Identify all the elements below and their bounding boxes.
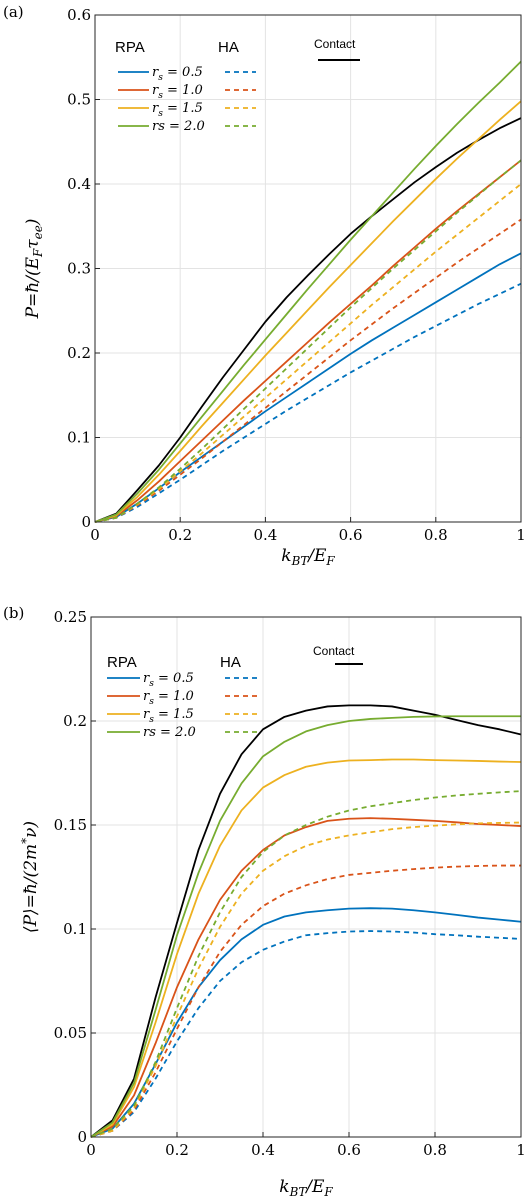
panel-b-ytick-label: 0 (77, 1128, 87, 1146)
panel-b-legend-rpa-header: RPA (107, 654, 137, 671)
panel-b-ytick-label: 0.2 (63, 712, 87, 730)
panel-b-series-ha-8 (90, 790, 522, 1138)
panel-b-legend-ha-header: HA (220, 654, 241, 671)
panel-b-legend-label: rs = 1.5 (143, 707, 194, 725)
panel-b-ytick-label: 0.15 (54, 816, 87, 834)
panel-a-legend-label: rs = 1.0 (152, 83, 203, 101)
panel-a-ytick-label: 0 (81, 513, 91, 531)
panel-b-label: (b) (3, 604, 24, 622)
panel-b-ytick-label: 0.1 (63, 920, 87, 938)
panel-a-series-rpa-3 (94, 100, 522, 523)
panel-a-xtick-label: 0.6 (339, 526, 363, 544)
panel-a-ytick-label: 0.5 (67, 91, 91, 109)
panel-a-xtick-label: 0 (90, 526, 100, 544)
panel-b-xtick-label: 0.6 (337, 1141, 361, 1159)
panel-a-legend-label: rs = 0.5 (152, 65, 203, 83)
panel-a: (a) RPA HA Contact 0 0.2 0.4 0.6 0.8 1 0 0.1 0.2… (3, 3, 525, 568)
panel-b-legend-label: rs = 1.0 (143, 689, 194, 707)
panel-a-ytick-label: 0.4 (67, 175, 91, 193)
panel-b: (b) RPA HA Contact 0 0.2 0.4 0.6 0.8 1 0 0.05 0.… (3, 604, 525, 1199)
panel-b-ytick-label: 0.25 (54, 608, 87, 626)
panel-b-axes-box (90, 616, 522, 1138)
panel-a-series-rpa-2 (94, 159, 522, 523)
panel-a-xtick-label: 0.4 (253, 526, 277, 544)
panel-a-ytick-label: 0.1 (67, 429, 91, 447)
panel-a-ytick-label: 0.3 (67, 260, 91, 278)
panel-a-label: (a) (3, 3, 24, 21)
panel-b-ytick-label: 0.05 (54, 1024, 87, 1042)
panel-a-xlabel: kBT/EF (281, 546, 335, 568)
panel-a-series (94, 60, 522, 523)
panel-b-xtick-label: 0.8 (423, 1141, 447, 1159)
panel-b-xtick-label: 0 (86, 1141, 96, 1159)
panel-a-ytick-label: 0.6 (67, 6, 91, 24)
panel-a-series-ha-7 (94, 183, 522, 523)
panel-a-xtick-label: 0.8 (424, 526, 448, 544)
panel-b-xtick-label: 0.4 (251, 1141, 275, 1159)
panel-b-series-rpa-4 (90, 715, 521, 1138)
panel-a-series-contact-0 (94, 117, 522, 523)
panel-b-series-ha-5 (90, 930, 522, 1138)
panel-b-legend: rs = 0.5rs = 1.0rs = 1.5rs = 2.0 (107, 663, 363, 740)
panel-b-legend-label: rs = 0.5 (143, 671, 194, 689)
panel-b-series-ha-7 (90, 821, 522, 1138)
panel-a-series-ha-6 (94, 218, 522, 523)
panel-b-series (90, 704, 522, 1138)
panel-a-legend: rs = 0.5rs = 1.0rs = 1.5rs = 2.0 (118, 59, 360, 134)
panel-b-ylabel: ⟨P⟩=ħ/(2m*ν) (19, 821, 41, 933)
panel-a-legend-ha-header: HA (218, 39, 239, 56)
panel-b-legend-contact-header: Contact (313, 644, 355, 658)
panel-b-legend-label: rs = 2.0 (143, 725, 196, 740)
panel-a-ytick-label: 0.2 (67, 344, 91, 362)
panel-a-series-ha-8 (94, 159, 522, 523)
panel-b-xtick-label: 1 (516, 1141, 525, 1159)
panel-a-series-rpa-4 (94, 60, 522, 523)
panel-b-xtick-label: 0.2 (165, 1141, 189, 1159)
panel-b-xlabel: kBT/EF (279, 1177, 333, 1199)
panel-b-series-rpa-2 (90, 817, 522, 1138)
panel-a-series-ha-5 (94, 282, 522, 523)
panel-a-ylabel: P=ħ/(EFτee) (23, 219, 45, 320)
panel-a-xtick-label: 0.2 (168, 526, 192, 544)
panel-a-legend-contact-header: Contact (314, 37, 356, 51)
panel-a-legend-rpa-header: RPA (115, 39, 145, 56)
panel-b-series-ha-6 (90, 864, 521, 1138)
panel-a-legend-label: rs = 1.5 (152, 101, 203, 119)
panel-b-series-rpa-3 (90, 758, 522, 1138)
panel-b-series-contact-0 (90, 704, 522, 1138)
panel-a-legend-label: rs = 2.0 (152, 119, 205, 134)
panel-a-xtick-label: 1 (516, 526, 525, 544)
